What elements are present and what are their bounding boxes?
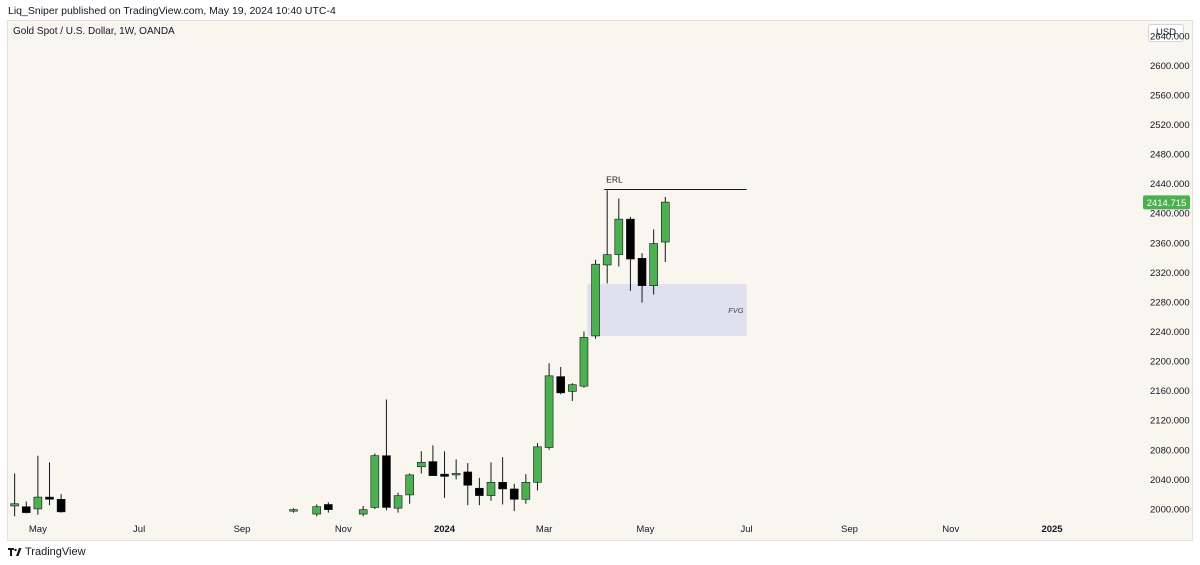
candle-body	[45, 496, 54, 500]
y-tick-label: 2400.000	[1150, 209, 1190, 220]
candle-body	[521, 481, 531, 500]
candle-body	[475, 487, 484, 496]
y-tick-label: 2360.000	[1150, 238, 1190, 249]
candle-body	[602, 254, 612, 266]
candle-body	[463, 471, 473, 486]
footer: TradingView	[0, 541, 1200, 565]
y-tick-label: 2480.000	[1150, 150, 1190, 161]
x-tick-label: Mar	[536, 524, 552, 535]
candle-body	[637, 258, 647, 286]
candle-body	[428, 461, 438, 476]
price-chart[interactable]: FVG ERL 2000.000 2040.000 2080.000 2120.000 21…	[0, 0, 1200, 541]
fvg-zone	[587, 284, 747, 336]
candle-body	[56, 499, 66, 513]
candle-body	[498, 481, 507, 490]
x-tick-label: Sep	[234, 524, 251, 535]
candle-body	[416, 462, 426, 468]
y-tick-label: 2640.000	[1150, 31, 1190, 42]
candle-body	[509, 488, 519, 500]
last-price-badge	[1143, 195, 1190, 210]
candle-body	[568, 384, 577, 392]
x-tick-label: Nov	[335, 524, 352, 535]
candle-body	[370, 455, 380, 508]
candle-body	[626, 218, 635, 260]
y-tick-label: 2160.000	[1150, 386, 1190, 397]
candle-body	[312, 506, 322, 515]
x-tick-label: Sep	[841, 524, 858, 535]
candle-body	[486, 481, 496, 496]
candle-body	[393, 495, 403, 509]
candle-body	[440, 473, 449, 477]
y-tick-label: 2440.000	[1150, 179, 1190, 190]
candle-body	[579, 337, 589, 387]
publish-header: Liq_Sniper published on TradingView.com,…	[0, 0, 1200, 20]
y-tick-label: 2000.000	[1150, 504, 1190, 515]
x-tick-label: May	[636, 524, 654, 535]
chart-pane[interactable]	[7, 20, 1193, 541]
candle-body	[358, 509, 368, 515]
candle-body	[533, 446, 542, 483]
erl-label: ERL	[606, 175, 623, 185]
candle-body	[33, 496, 43, 510]
y-tick-label: 2080.000	[1150, 445, 1190, 456]
candle-body	[451, 473, 461, 476]
y-tick-label: 2320.000	[1150, 268, 1190, 279]
y-tick-label: 2280.000	[1150, 297, 1190, 308]
y-tick-label: 2040.000	[1150, 475, 1190, 486]
candle-body	[382, 455, 391, 508]
fvg-label: FVG	[728, 306, 744, 315]
candle-body	[660, 201, 670, 243]
tradingview-brand: TradingView	[25, 546, 86, 558]
x-tick-label: 2024	[434, 524, 456, 535]
candle-body	[591, 263, 600, 337]
y-tick-label: 2600.000	[1150, 61, 1190, 72]
candle-body	[556, 376, 566, 394]
y-tick-label: 2120.000	[1150, 416, 1190, 427]
symbol-title: Gold Spot / U.S. Dollar, 1W, OANDA	[13, 26, 175, 37]
x-tick-label: May	[29, 524, 47, 535]
y-tick-label: 2200.000	[1150, 357, 1190, 368]
last-price-label: 2414.715	[1147, 198, 1187, 209]
candle-body	[405, 474, 414, 496]
candle-body	[289, 509, 298, 512]
candle-body	[21, 506, 31, 513]
candle-body	[10, 503, 19, 507]
candle-body	[614, 218, 624, 255]
x-tick-label: Jul	[133, 524, 145, 535]
candle-body	[544, 375, 554, 448]
y-tick-label: 2520.000	[1150, 120, 1190, 131]
x-tick-label: Jul	[741, 524, 753, 535]
x-tick-label: 2025	[1041, 524, 1063, 535]
candle-body	[324, 504, 333, 510]
tradingview-logo-icon	[8, 548, 22, 556]
y-tick-label: 2560.000	[1150, 90, 1190, 101]
x-tick-label: Nov	[942, 524, 959, 535]
candle-body	[649, 243, 658, 286]
y-tick-label: 2240.000	[1150, 327, 1190, 338]
currency-button[interactable]: USD	[1148, 24, 1184, 42]
published-by-text: Liq_Sniper published on TradingView.com,…	[8, 5, 336, 17]
